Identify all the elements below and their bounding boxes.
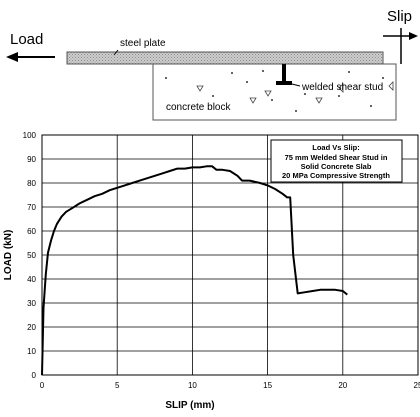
legend-line-3: Solid Concrete Slab bbox=[301, 162, 372, 171]
y-tick-label: 80 bbox=[27, 179, 36, 188]
concrete-aggregate-triangles bbox=[196, 81, 394, 104]
x-tick-label: 10 bbox=[188, 381, 197, 390]
steel-plate-label: steel plate bbox=[120, 38, 166, 49]
legend-line-1: Load Vs Slip: bbox=[312, 143, 360, 152]
y-axis-label: LOAD (kN) bbox=[3, 230, 14, 281]
y-tick-label: 50 bbox=[27, 251, 36, 260]
y-tick-label: 100 bbox=[23, 131, 37, 140]
series-line-0 bbox=[41, 165, 348, 376]
slip-label: Slip bbox=[387, 8, 412, 25]
y-tick-label: 60 bbox=[27, 227, 36, 236]
concrete-block bbox=[152, 63, 397, 121]
x-tick-label: 0 bbox=[40, 381, 45, 390]
chart-legend: Load Vs Slip: 75 mm Welded Shear Stud in… bbox=[270, 139, 403, 183]
x-tick-label: 20 bbox=[338, 381, 347, 390]
load-label: Load bbox=[10, 31, 43, 48]
y-tick-label: 40 bbox=[27, 275, 36, 284]
y-tick-label: 10 bbox=[27, 347, 36, 356]
plot-frame bbox=[41, 134, 419, 376]
shear-stud-label: welded shear stud bbox=[301, 82, 383, 93]
load-slip-chart: 0 10 20 30 40 50 60 70 80 90 100 0 5 10 15 20 25 LOAD (… bbox=[3, 131, 420, 411]
steel-plate-leader bbox=[113, 49, 119, 56]
concrete-block-label: concrete block bbox=[166, 102, 231, 113]
shear-stud-leader bbox=[291, 83, 301, 87]
legend-line-2: 75 mm Welded Shear Stud in bbox=[285, 153, 388, 162]
x-tick-label: 5 bbox=[115, 381, 120, 390]
legend-line-4: 20 MPa Compressive Strength bbox=[282, 171, 390, 180]
x-tick-labels: 0 5 10 15 20 25 bbox=[40, 381, 420, 390]
slip-arrow-head bbox=[409, 32, 418, 40]
chart-series bbox=[41, 165, 348, 376]
shear-stud-head bbox=[276, 81, 292, 85]
x-tick-label: 15 bbox=[263, 381, 272, 390]
y-tick-label: 90 bbox=[27, 155, 36, 164]
y-tick-labels: 0 10 20 30 40 50 60 70 80 90 100 bbox=[23, 131, 37, 380]
y-tick-label: 70 bbox=[27, 203, 36, 212]
y-tick-label: 20 bbox=[27, 323, 36, 332]
schematic: Load Slip steel plate bbox=[6, 8, 418, 121]
legend-box bbox=[270, 139, 403, 183]
y-tick-label: 30 bbox=[27, 299, 36, 308]
load-arrow-head bbox=[6, 52, 18, 62]
x-tick-label: 25 bbox=[414, 381, 420, 390]
x-axis-label: SLIP (mm) bbox=[165, 400, 214, 411]
concrete-aggregate bbox=[165, 70, 384, 112]
shear-stud-shank bbox=[282, 64, 286, 82]
y-tick-label: 0 bbox=[32, 371, 37, 380]
